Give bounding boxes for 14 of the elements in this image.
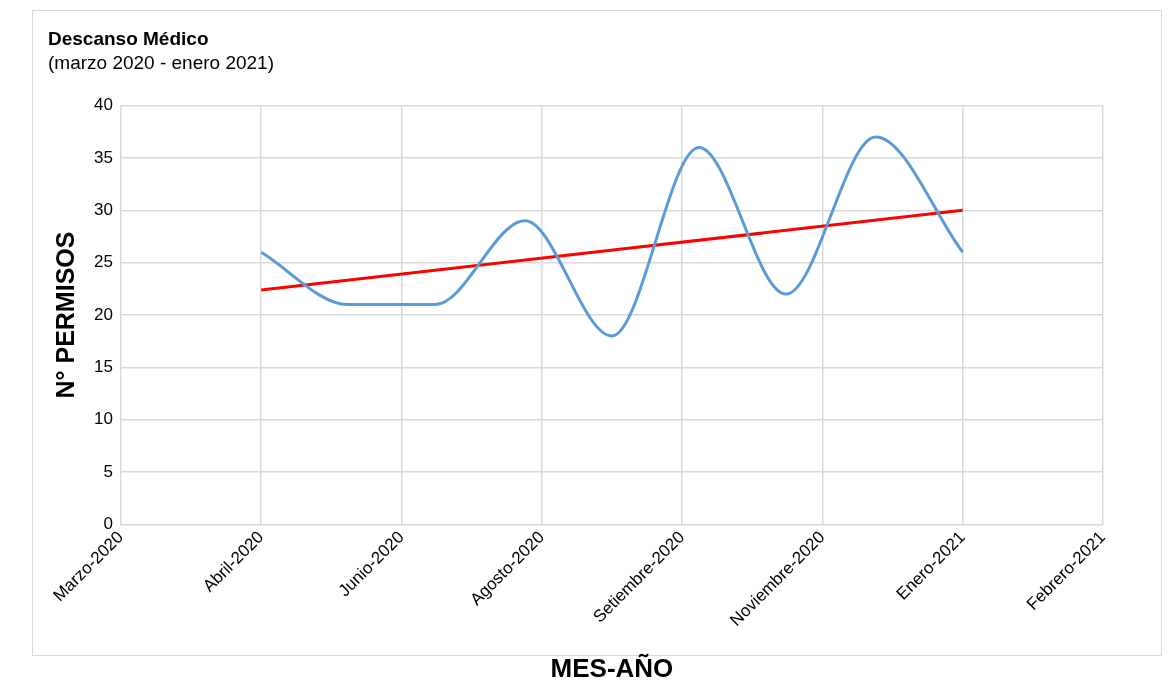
chart-subtitle: (marzo 2020 - enero 2021): [48, 52, 275, 74]
y-tick-label: 30: [93, 200, 113, 220]
y-tick-label: 40: [93, 95, 113, 115]
y-tick-label: 10: [93, 409, 113, 429]
chart-title: Descanso Médico: [48, 27, 209, 49]
y-tick-label: 20: [93, 304, 113, 324]
y-tick-label: 25: [93, 252, 113, 272]
y-tick-label: 5: [103, 461, 113, 481]
y-tick-label: 35: [93, 147, 113, 167]
line-series: [259, 135, 965, 338]
y-axis-title: N° PERMISOS: [50, 231, 79, 399]
y-tick-label: 15: [93, 357, 113, 377]
x-axis-title: MES-AÑO: [550, 652, 674, 683]
y-tick-label: 0: [103, 514, 113, 534]
